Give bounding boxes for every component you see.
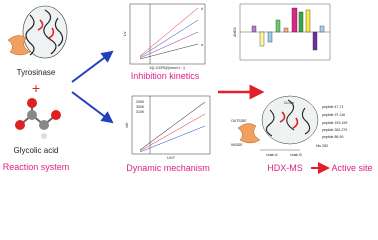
chain-label: chain B (290, 153, 302, 157)
inside-label: INSIDE (231, 143, 243, 147)
molecule (15, 98, 61, 139)
graphical-abstract: Tyrosinase + Glycolic acid Reaction syst… (3, 3, 373, 174)
page: Tyrosinase + Glycolic acid Reaction syst… (2, 3, 373, 174)
chain-label: chain A (266, 153, 278, 157)
site-label: peptide 47-71 (322, 105, 343, 109)
site-label: peptide 86-90 (322, 135, 343, 139)
y-label: lnK (125, 122, 129, 128)
outside-label: OUTSIDE (231, 119, 247, 123)
x-label: 10³/T (167, 156, 176, 160)
protein-left (7, 5, 68, 59)
caption: Reaction system (3, 162, 70, 172)
line-label: a (201, 43, 203, 47)
site-label: peptide 97-116 (322, 113, 345, 117)
dynamics-plot (131, 95, 211, 155)
y-label: 1/v (123, 31, 127, 36)
site-label: peptide 193-199 (322, 121, 347, 125)
site-label: Cu ion (284, 101, 294, 105)
hdx-plot (239, 3, 331, 61)
arrow (71, 50, 114, 83)
line-label: d (201, 7, 203, 11)
site-label: His 263 (316, 144, 328, 148)
caption: Inhibition kinetics (131, 71, 200, 81)
caption: Active site (331, 163, 372, 173)
protein-right (237, 95, 319, 151)
caption: HDX-MS (267, 163, 303, 173)
ligand-label: Glycolic acid (14, 146, 59, 155)
kinetics-plot (129, 3, 206, 65)
legend-entry: 310K (136, 110, 145, 114)
x-label: 1/[L-DOPA]/(mmol·L⁻¹) (149, 66, 185, 70)
legend-entry: 290K (136, 100, 145, 104)
y-label: ΔHDX (233, 26, 237, 36)
arrow (71, 91, 114, 124)
site-label: peptide 262-279 (322, 128, 347, 132)
legend-entry: 300K (136, 105, 145, 109)
enzyme-label: Tyrosinase (17, 68, 56, 77)
plus-sign: + (32, 80, 40, 96)
caption: Dynamic mechanism (126, 163, 210, 173)
